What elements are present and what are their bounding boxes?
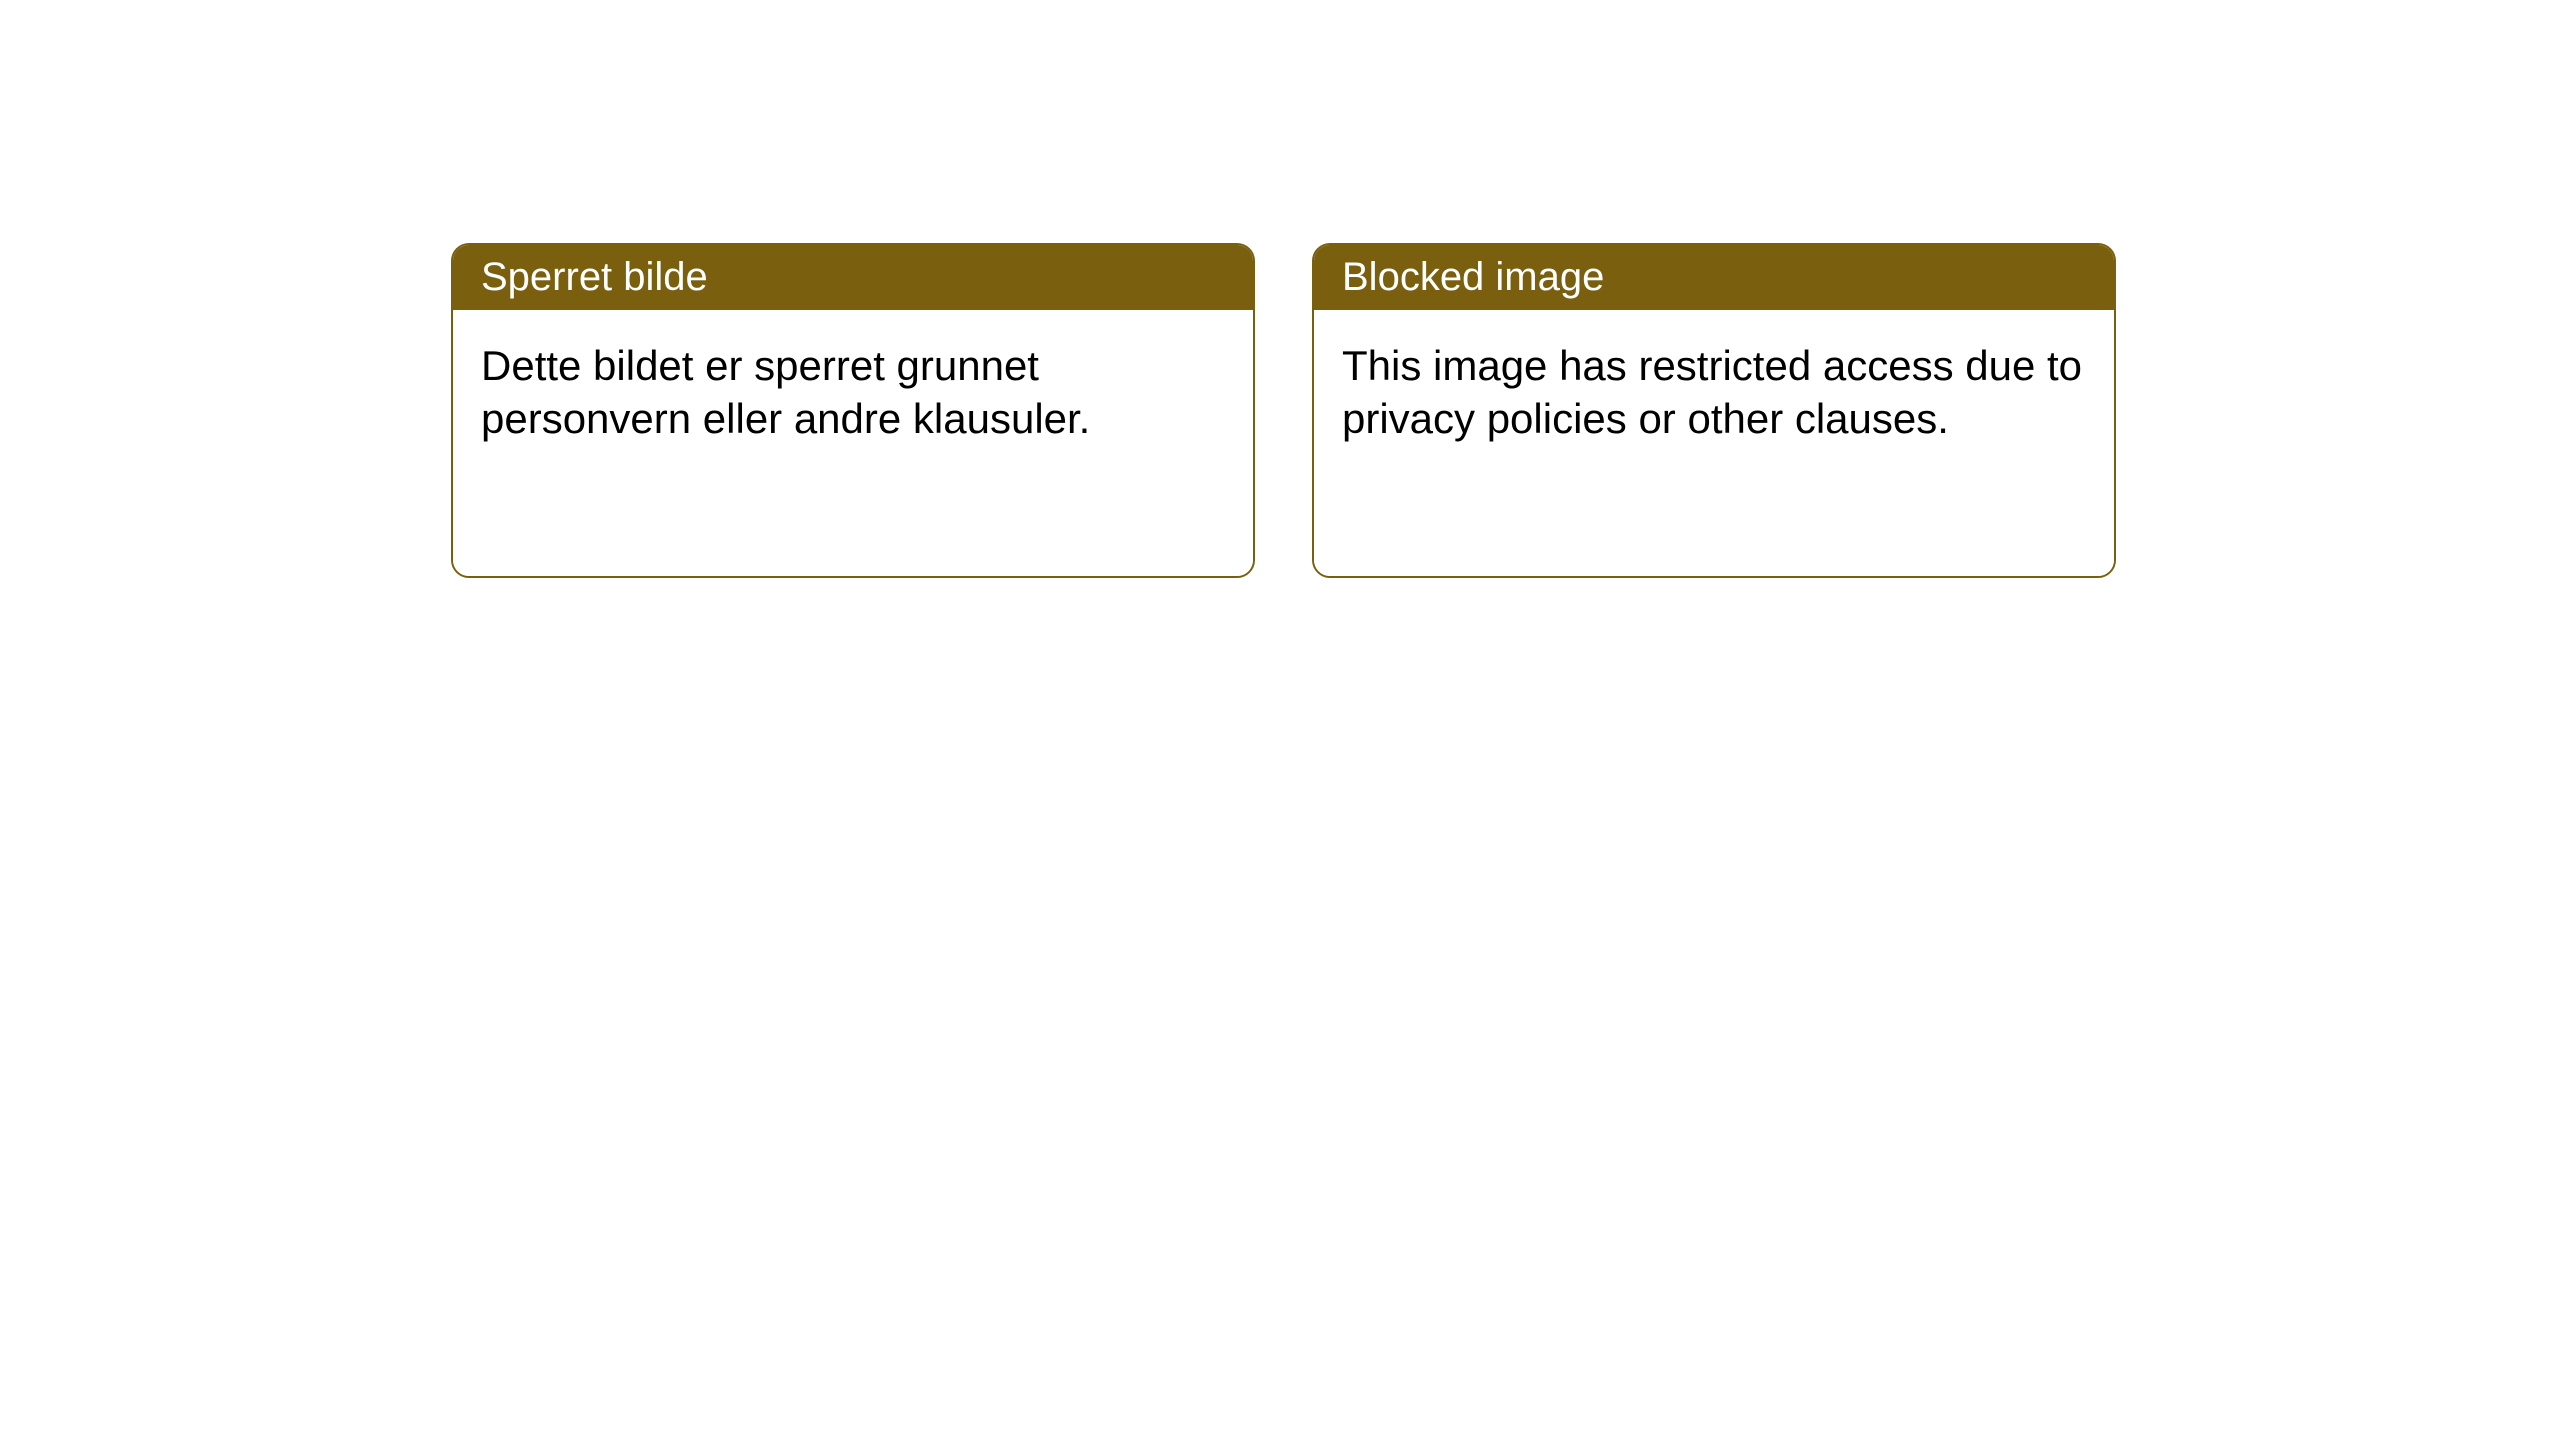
notice-card-english: Blocked image This image has restricted … — [1312, 243, 2116, 578]
notice-container: Sperret bilde Dette bildet er sperret gr… — [451, 243, 2116, 578]
notice-body: Dette bildet er sperret grunnet personve… — [453, 310, 1253, 576]
notice-header: Sperret bilde — [453, 245, 1253, 310]
notice-card-norwegian: Sperret bilde Dette bildet er sperret gr… — [451, 243, 1255, 578]
notice-header: Blocked image — [1314, 245, 2114, 310]
notice-body: This image has restricted access due to … — [1314, 310, 2114, 576]
